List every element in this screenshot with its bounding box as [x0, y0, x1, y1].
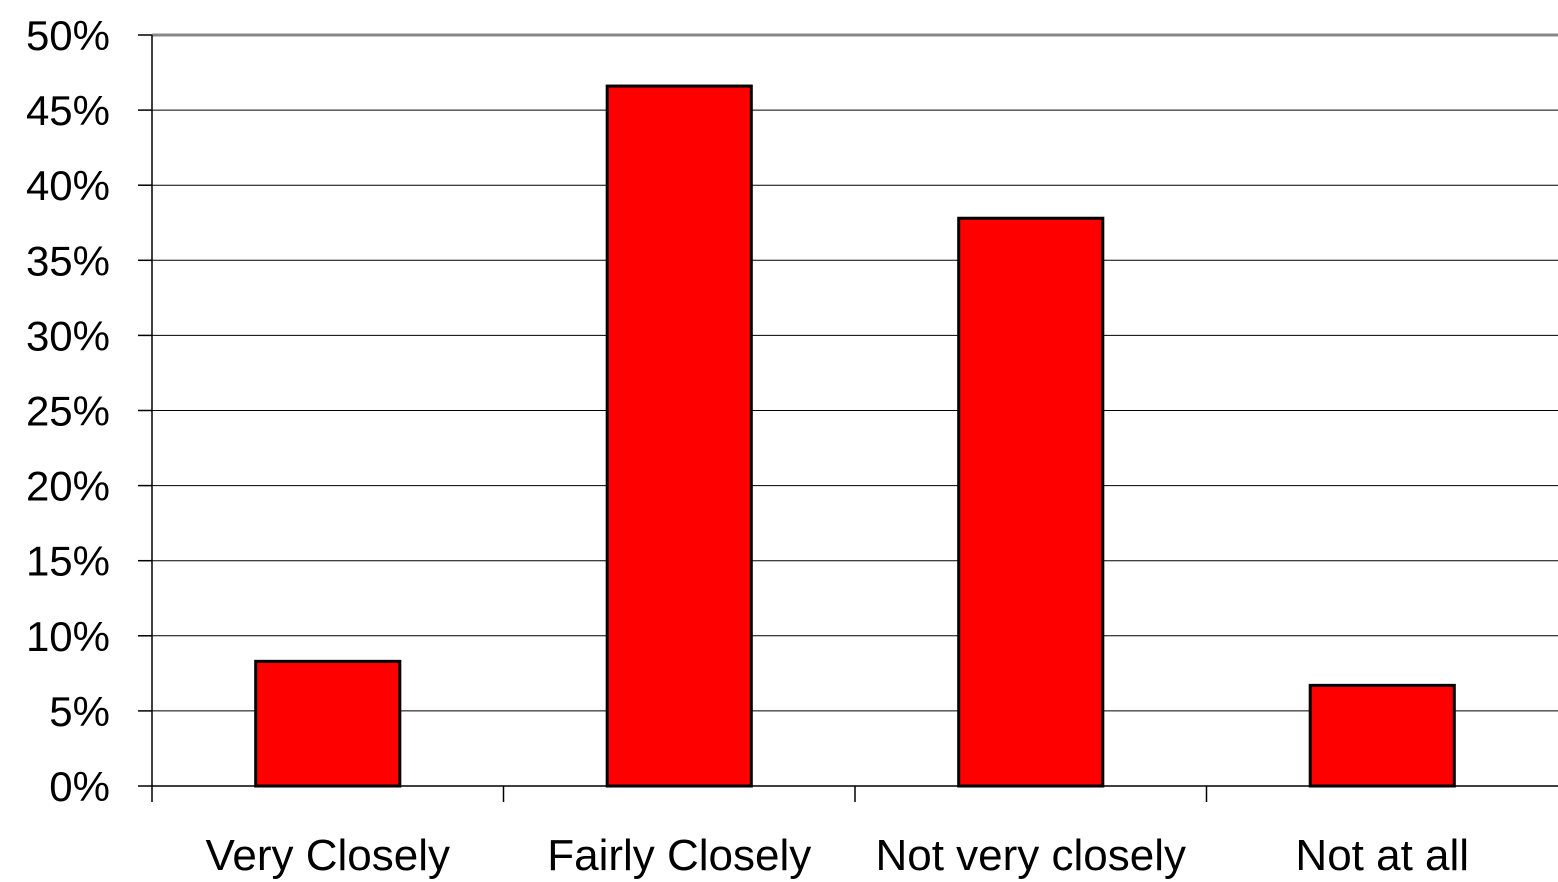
- bar-4: [1308, 683, 1456, 788]
- gridlines: [152, 33, 1558, 712]
- y-tick-label: 45%: [26, 87, 110, 134]
- y-tick-label: 50%: [26, 12, 110, 59]
- bar-3: [957, 216, 1105, 788]
- bars: [254, 84, 1456, 788]
- y-tick-label: 5%: [49, 688, 110, 735]
- bar-1: [254, 659, 402, 788]
- x-category-label: Fairly Closely: [547, 831, 811, 880]
- y-tick-label: 10%: [26, 613, 110, 660]
- x-category-label: Very Closely: [205, 831, 450, 880]
- y-tick-label: 40%: [26, 162, 110, 209]
- x-category-label: Not at all: [1295, 831, 1469, 880]
- y-tick-label: 20%: [26, 463, 110, 510]
- axes: [138, 34, 1558, 802]
- y-tick-label: 35%: [26, 237, 110, 284]
- bar-2: [605, 84, 753, 788]
- y-tick-label: 15%: [26, 538, 110, 585]
- y-tick-label: 30%: [26, 312, 110, 359]
- labels: 0% 5% 10% 15% 20% 25% 30% 35% 40% 45% 50% Very Clos…: [26, 12, 1469, 880]
- y-tick-label: 25%: [26, 388, 110, 435]
- y-tick-label: 0%: [49, 763, 110, 810]
- x-category-label: Not very closely: [875, 831, 1186, 880]
